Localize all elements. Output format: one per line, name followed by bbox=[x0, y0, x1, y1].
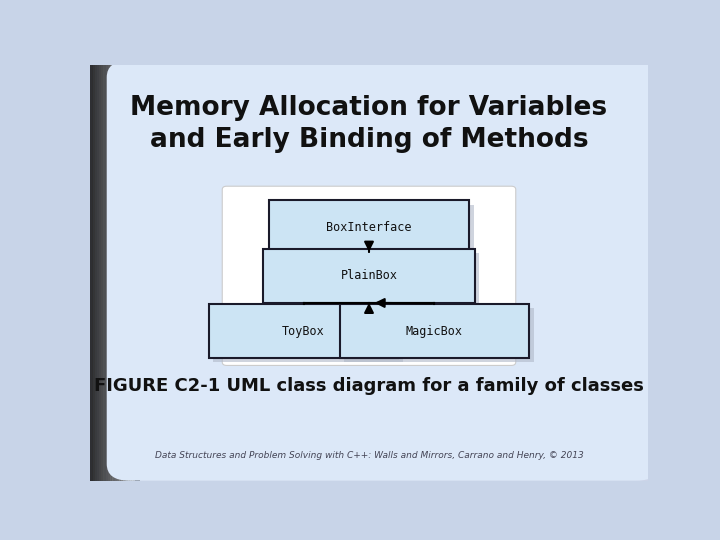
Bar bbox=[273, 205, 474, 259]
Text: ToyBox: ToyBox bbox=[282, 325, 325, 338]
Bar bbox=[96, 65, 99, 481]
Text: BoxInterface: BoxInterface bbox=[326, 221, 412, 234]
FancyBboxPatch shape bbox=[222, 186, 516, 366]
Bar bbox=[110, 65, 113, 481]
FancyBboxPatch shape bbox=[107, 60, 660, 481]
Bar bbox=[209, 304, 398, 358]
Bar bbox=[344, 308, 534, 362]
FancyBboxPatch shape bbox=[112, 65, 654, 202]
Bar bbox=[128, 65, 131, 481]
Bar bbox=[106, 65, 109, 481]
Bar bbox=[269, 200, 469, 254]
Text: and Early Binding of Methods: and Early Binding of Methods bbox=[150, 127, 588, 153]
Bar bbox=[94, 65, 97, 481]
Bar bbox=[213, 308, 403, 362]
Bar bbox=[90, 65, 140, 481]
Text: PlainBox: PlainBox bbox=[341, 269, 397, 282]
Bar bbox=[117, 65, 120, 481]
Bar bbox=[130, 65, 133, 481]
Bar bbox=[126, 65, 128, 481]
Bar bbox=[263, 249, 475, 303]
Bar bbox=[101, 65, 104, 481]
Text: FIGURE C2-1 UML class diagram for a family of classes: FIGURE C2-1 UML class diagram for a fami… bbox=[94, 377, 644, 395]
Bar bbox=[121, 65, 124, 481]
Bar bbox=[108, 65, 111, 481]
Bar bbox=[132, 65, 135, 481]
Bar bbox=[92, 65, 95, 481]
Bar bbox=[114, 65, 117, 481]
Bar bbox=[90, 65, 93, 481]
Bar bbox=[267, 253, 480, 307]
Text: Memory Allocation for Variables: Memory Allocation for Variables bbox=[130, 96, 608, 122]
Bar bbox=[99, 65, 102, 481]
Text: Data Structures and Problem Solving with C++: Walls and Mirrors, Carrano and Hen: Data Structures and Problem Solving with… bbox=[155, 451, 583, 460]
Bar bbox=[112, 65, 115, 481]
Bar bbox=[340, 304, 529, 358]
Bar bbox=[104, 65, 106, 481]
Bar bbox=[124, 65, 126, 481]
Bar bbox=[119, 65, 122, 481]
Text: MagicBox: MagicBox bbox=[406, 325, 463, 338]
